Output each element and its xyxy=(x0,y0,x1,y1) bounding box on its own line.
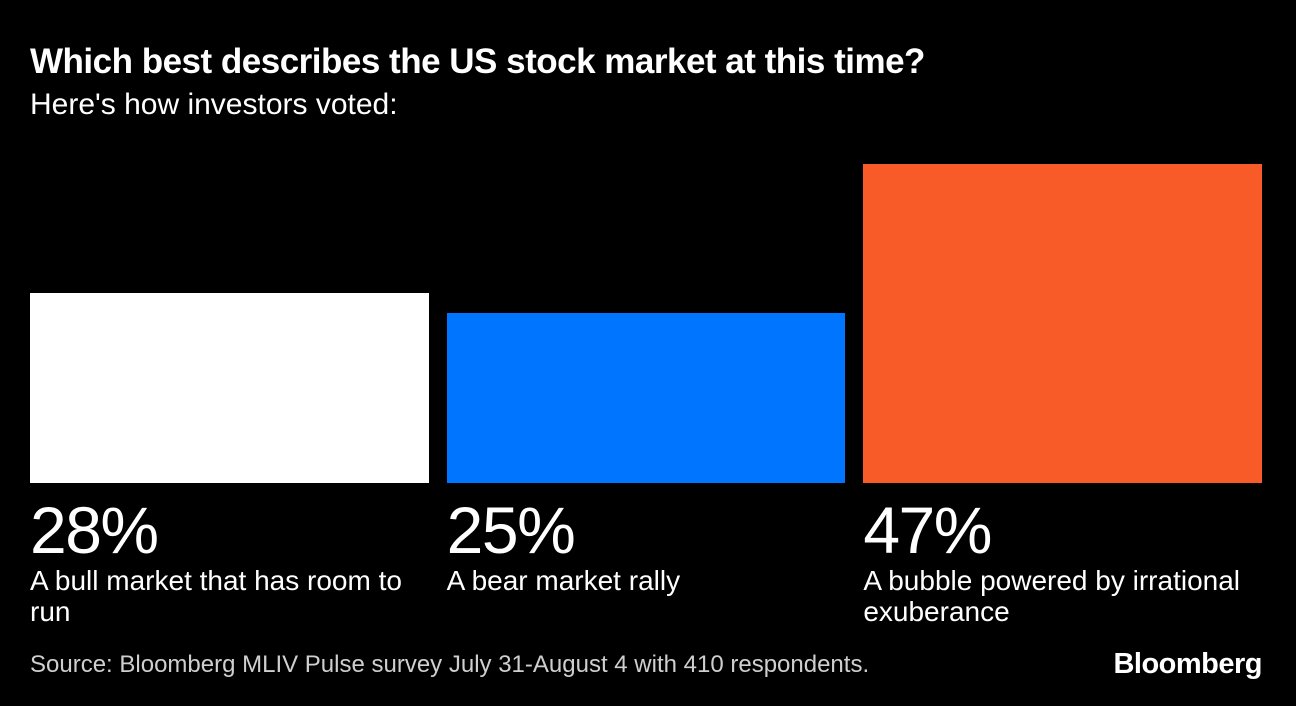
chart-title: Which best describes the US stock market… xyxy=(30,42,925,81)
bar-area xyxy=(446,164,846,483)
bar-column-bubble: 47% A bubble powered by irrational exube… xyxy=(863,164,1262,628)
bloomberg-logo: Bloomberg xyxy=(1113,648,1262,680)
bar-bubble xyxy=(863,164,1262,483)
category-label: A bubble powered by irrational exuberanc… xyxy=(863,565,1241,627)
bar-area xyxy=(30,164,429,483)
bar-area xyxy=(863,164,1262,483)
bar-bear-rally xyxy=(446,313,846,483)
value-label: 25% xyxy=(446,493,576,567)
source-note: Source: Bloomberg MLIV Pulse survey July… xyxy=(30,651,870,678)
bar-column-bull-market: 28% A bull market that has room to run xyxy=(30,164,429,628)
chart-subtitle: Here's how investors voted: xyxy=(30,88,398,122)
bar-column-bear-rally: 25% A bear market rally xyxy=(446,164,846,628)
value-label: 28% xyxy=(30,493,159,567)
bar-bull-market xyxy=(30,293,429,483)
bar-chart-plot: 28% A bull market that has room to run 2… xyxy=(30,164,1262,628)
category-label: A bear market rally xyxy=(446,565,681,596)
value-label: 47% xyxy=(863,493,992,567)
category-label: A bull market that has room to run xyxy=(30,565,402,627)
chart-header: Which best describes the US stock market… xyxy=(30,42,1262,123)
